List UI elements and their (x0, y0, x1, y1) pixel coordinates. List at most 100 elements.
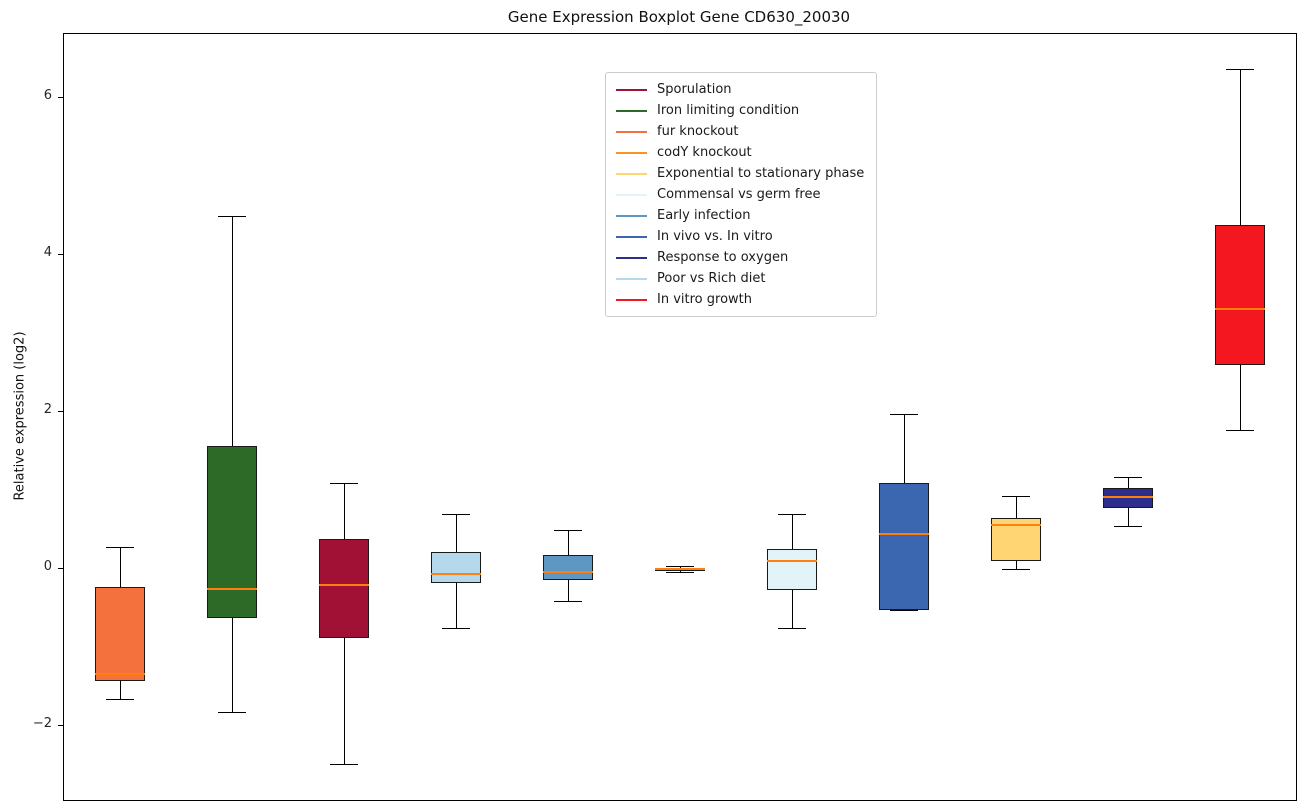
legend-item: Response to oxygen (616, 247, 864, 268)
whisker-lower (231, 617, 233, 713)
y-tick-mark (58, 254, 63, 256)
whisker-upper (1127, 477, 1129, 489)
legend-item: Commensal vs germ free (616, 184, 864, 205)
whisker-cap-lower (442, 628, 470, 630)
legend-color-swatch (616, 193, 647, 196)
y-tick-mark (58, 411, 63, 413)
whisker-upper (119, 547, 121, 587)
median-line (655, 568, 705, 571)
y-tick-label: 4 (43, 245, 52, 261)
median-line (879, 532, 929, 535)
whisker-cap-upper (1226, 69, 1254, 71)
whisker-cap-lower (778, 628, 806, 630)
legend-label: Early infection (657, 208, 751, 223)
median-line (1103, 496, 1153, 499)
legend-item: Iron limiting condition (616, 100, 864, 121)
whisker-cap-upper (1002, 496, 1030, 498)
median-line (767, 560, 817, 563)
whisker-lower (343, 638, 345, 764)
boxplot-box (319, 539, 369, 639)
whisker-cap-upper (778, 514, 806, 516)
boxplot-box (1103, 488, 1153, 509)
whisker-cap-lower (106, 698, 134, 700)
whisker-cap-lower (554, 600, 582, 602)
legend-item: fur knockout (616, 121, 864, 142)
whisker-cap-upper (1114, 477, 1142, 479)
boxplot-box (431, 551, 481, 584)
legend-color-swatch (616, 151, 647, 154)
legend-item: codY knockout (616, 142, 864, 163)
whisker-lower (119, 680, 121, 699)
legend-color-swatch (616, 277, 647, 280)
boxplot-box (207, 446, 257, 618)
legend-label: fur knockout (657, 124, 739, 139)
whisker-upper (567, 530, 569, 556)
median-line (95, 672, 145, 675)
whisker-cap-upper (666, 566, 694, 568)
boxplot-box (767, 548, 817, 590)
legend-label: Iron limiting condition (657, 103, 800, 118)
whisker-cap-upper (554, 530, 582, 532)
legend-item: Poor vs Rich diet (616, 268, 864, 289)
legend-color-swatch (616, 172, 647, 175)
legend-label: Response to oxygen (657, 250, 789, 265)
legend-item: In vitro growth (616, 289, 864, 310)
boxplot-box (543, 555, 593, 581)
median-line (319, 583, 369, 586)
legend-label: In vivo vs. In vitro (657, 229, 773, 244)
whisker-cap-lower (666, 572, 694, 574)
legend-color-swatch (616, 235, 647, 238)
legend-color-swatch (616, 130, 647, 133)
whisker-upper (455, 514, 457, 552)
legend-label: Sporulation (657, 82, 732, 97)
whisker-cap-upper (330, 482, 358, 484)
legend-label: Commensal vs germ free (657, 187, 821, 202)
whisker-lower (1015, 560, 1017, 570)
chart-title: Gene Expression Boxplot Gene CD630_20030 (507, 8, 851, 26)
whisker-lower (791, 589, 793, 629)
legend-color-swatch (616, 298, 647, 301)
legend: Sporulation Iron limiting condition fur kn… (605, 72, 878, 317)
legend-label: In vitro growth (657, 292, 752, 307)
whisker-cap-lower (1114, 526, 1142, 528)
whisker-cap-lower (1226, 429, 1254, 431)
y-tick-label: 6 (43, 88, 52, 104)
median-line (1215, 308, 1265, 311)
whisker-upper (1015, 496, 1017, 519)
whisker-lower (679, 570, 681, 573)
whisker-lower (1239, 365, 1241, 430)
whisker-lower (567, 580, 569, 601)
whisker-cap-lower (1002, 569, 1030, 571)
whisker-upper (1239, 69, 1241, 225)
legend-item: Sporulation (616, 79, 864, 100)
legend-label: Exponential to stationary phase (657, 166, 865, 181)
median-line (543, 570, 593, 573)
y-tick-label: −2 (32, 716, 52, 732)
whisker-upper (231, 216, 233, 447)
y-tick-mark (58, 568, 63, 570)
median-line (431, 572, 481, 575)
y-tick-mark (58, 725, 63, 727)
legend-item: Exponential to stationary phase (616, 163, 864, 184)
legend-label: codY knockout (657, 145, 752, 160)
boxplot-box (879, 482, 929, 611)
whisker-lower (1127, 508, 1129, 527)
whisker-cap-lower (330, 763, 358, 765)
y-tick-mark (58, 97, 63, 99)
boxplot-box (1215, 224, 1265, 366)
legend-item: In vivo vs. In vitro (616, 226, 864, 247)
legend-color-swatch (616, 214, 647, 217)
whisker-upper (791, 514, 793, 549)
legend-color-swatch (616, 256, 647, 259)
y-tick-label: 2 (43, 402, 52, 418)
whisker-lower (455, 583, 457, 629)
legend-color-swatch (616, 109, 647, 112)
whisker-cap-upper (890, 413, 918, 415)
boxplot-box (95, 586, 145, 681)
plot-area: Sporulation Iron limiting condition fur kn… (63, 33, 1297, 801)
whisker-cap-upper (218, 216, 246, 218)
median-line (207, 587, 257, 590)
median-line (991, 523, 1041, 526)
legend-label: Poor vs Rich diet (657, 271, 766, 286)
